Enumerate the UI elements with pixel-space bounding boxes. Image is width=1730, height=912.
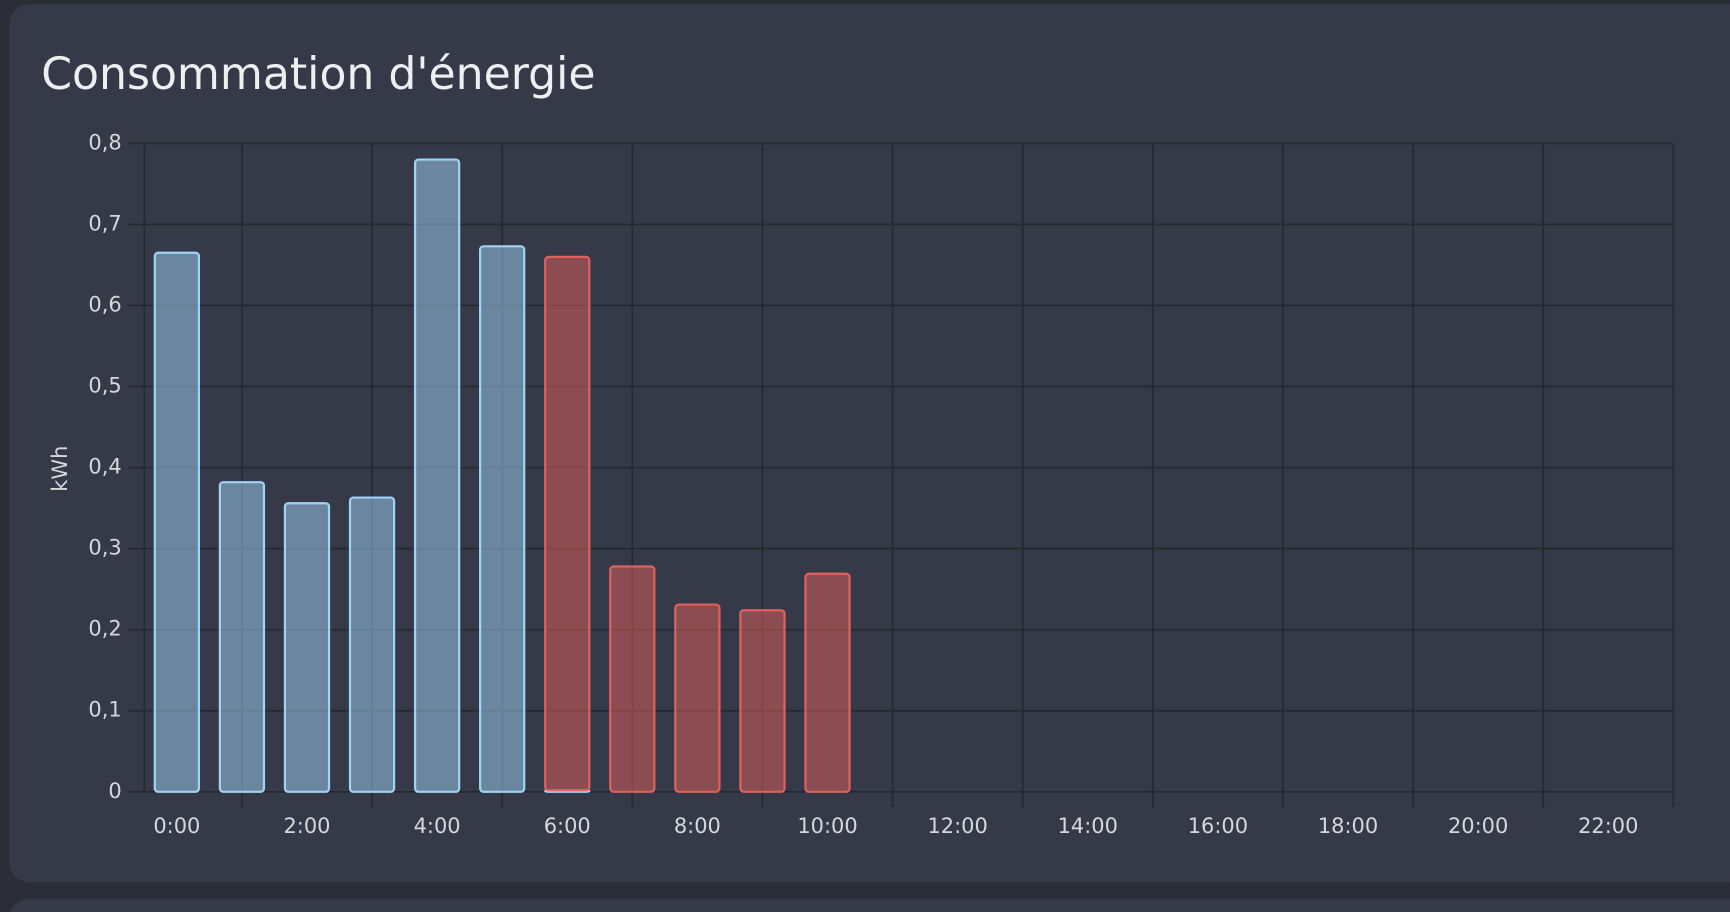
x-tick-label: 14:00	[1058, 814, 1118, 838]
bar	[804, 572, 851, 793]
bar	[479, 245, 526, 793]
card	[9, 4, 1730, 883]
x-tick-label: 20:00	[1448, 814, 1508, 838]
y-tick-label: 0	[108, 779, 121, 803]
x-tick-label: 6:00	[544, 814, 591, 838]
x-tick-label: 0:00	[153, 814, 200, 838]
y-axis-label: kWh	[48, 446, 72, 492]
x-tick-label: 22:00	[1578, 814, 1638, 838]
chart-title: Consommation d'énergie	[41, 49, 595, 100]
x-tick-label: 18:00	[1318, 814, 1378, 838]
next-card	[10, 898, 1730, 912]
x-tick-label: 4:00	[414, 814, 461, 838]
bar	[153, 251, 201, 793]
y-tick-label: 0,6	[88, 292, 121, 316]
bar	[283, 502, 331, 793]
bar	[218, 481, 266, 793]
plot: 0 0,1 0,2 0,3 0,4 0,5 0,6 0,7 0,8 0:00 2:00 4:00 6:0…	[88, 130, 1675, 838]
x-tick-label: 2:00	[283, 814, 330, 838]
x-tick-label: 8:00	[674, 814, 721, 838]
y-tick-label: 0,4	[88, 455, 121, 479]
bar	[348, 496, 396, 793]
x-tick-label: 10:00	[797, 814, 857, 838]
y-tick-label: 0,5	[88, 374, 121, 398]
bar	[413, 158, 461, 793]
bar	[609, 565, 656, 793]
x-tick-label: 16:00	[1188, 814, 1248, 838]
y-tick-label: 0,7	[88, 211, 121, 235]
y-tick-label: 0,8	[88, 130, 121, 154]
bar	[739, 609, 786, 793]
x-tick-label: 12:00	[927, 814, 987, 838]
y-tick-label: 0,2	[88, 617, 121, 641]
bar	[544, 255, 591, 792]
bar	[674, 603, 721, 793]
y-tick-label: 0,1	[88, 698, 121, 722]
y-tick-label: 0,3	[88, 536, 121, 560]
